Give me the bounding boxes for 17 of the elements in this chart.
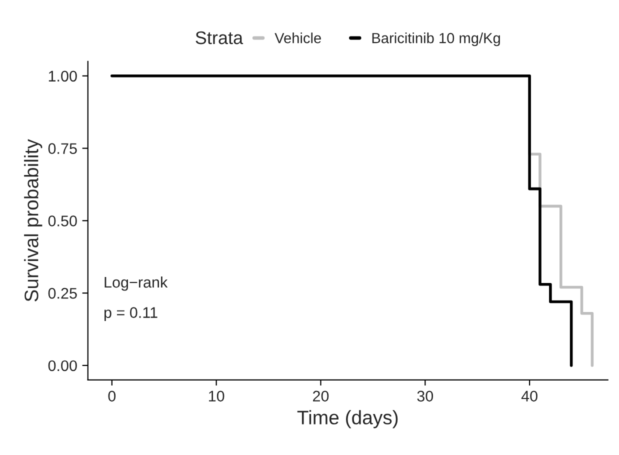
x-tick-label: 40 <box>521 390 538 402</box>
legend-title: Strata <box>196 31 244 44</box>
y-axis-title: Survival probability <box>24 139 42 302</box>
x-axis-title: Time (days) <box>297 410 398 428</box>
legend-label: Vehicle <box>274 32 321 44</box>
y-tick-label: 0.00 <box>48 360 77 372</box>
y-tick-label: 0.25 <box>48 288 77 299</box>
x-tick-label: 20 <box>313 390 329 402</box>
legend-label: Baricitinib 10 mg/Kg <box>372 32 500 46</box>
y-tick-label: 0.75 <box>48 143 77 154</box>
y-tick-label: 0.50 <box>48 216 77 226</box>
y-tick-label: 1.00 <box>48 70 77 82</box>
annotation: p = 0.11 <box>104 307 158 321</box>
x-tick-label: 0 <box>108 390 116 402</box>
x-tick-label: 10 <box>208 390 224 402</box>
annotation: Log−rank <box>104 276 168 291</box>
x-tick-label: 30 <box>417 390 434 402</box>
